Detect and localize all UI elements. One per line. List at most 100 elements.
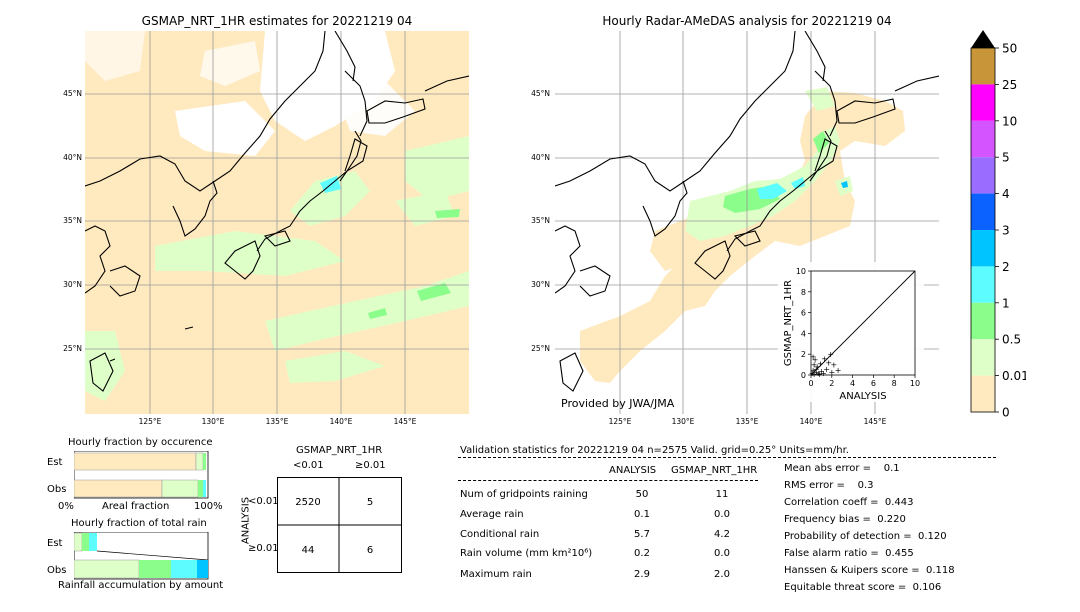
scatter-point: +	[828, 368, 835, 377]
colorbar-label: 5	[1002, 151, 1010, 165]
total-rain-caption: Rainfall accumulation by amount	[58, 580, 224, 591]
scatter-xtick: 8	[892, 379, 897, 388]
scatter-point: +	[818, 367, 825, 376]
scatter-point: +	[816, 370, 823, 379]
scatter-point: +	[809, 369, 816, 378]
validation-col-gsmap: GSMAP_NRT_1HR	[671, 465, 758, 476]
validation-row-label: Average rain	[460, 509, 524, 520]
occurrence-est-bar	[195, 452, 204, 471]
scatter-xtick: 2	[829, 379, 834, 388]
validation-row-analysis: 5.7	[634, 529, 650, 540]
occurrence-axis-left: 0%	[58, 501, 74, 512]
score-line: Frequency bias = 0.220	[784, 514, 906, 525]
scatter-point: +	[813, 365, 820, 374]
scatter-point: +	[820, 369, 827, 378]
scatter-point: +	[810, 352, 817, 361]
score-line: RMS error = 0.3	[784, 480, 874, 491]
colorbar-label: 0.5	[1002, 333, 1021, 347]
scatter-point: +	[827, 350, 834, 359]
colorbar-label: 3	[1002, 224, 1010, 238]
colorbar-label: 1	[1002, 296, 1010, 310]
right-map-title: Hourly Radar-AMeDAS analysis for 2022121…	[602, 14, 892, 28]
left-lon-label: 130°E	[201, 417, 225, 426]
scatter-point: +	[814, 363, 821, 372]
scatter-point: +	[812, 355, 819, 364]
scatter-point: +	[831, 361, 838, 370]
scatter-xtick: 0	[808, 379, 813, 388]
scatter-xtick: 4	[850, 379, 855, 388]
occurrence-obs-bar	[203, 480, 206, 497]
scatter-point: +	[825, 359, 832, 368]
score-line: Correlation coeff = 0.443	[784, 497, 914, 508]
colorbar-label: 0	[1002, 406, 1010, 420]
right-lat-label: 25°N	[531, 344, 550, 353]
scatter-ytick: 4	[801, 329, 806, 338]
occurrence-axis-mid: Areal fraction	[102, 501, 170, 512]
occurrence-est-bar	[74, 452, 197, 471]
left-map-title: GSMAP_NRT_1HR estimates for 20221219 04	[141, 14, 413, 28]
colorbar-box	[971, 193, 995, 230]
occurrence-obs-bar	[74, 479, 163, 498]
scatter-xtick: 10	[910, 379, 920, 388]
contingency-col-title: GSMAP_NRT_1HR	[296, 445, 383, 456]
total-rain-obs-bar	[139, 560, 171, 578]
occurrence-row-obs: Obs	[47, 484, 67, 495]
total-rain-est-bar	[89, 533, 97, 551]
scatter-point: +	[811, 361, 818, 370]
validation-header: Validation statistics for 20221219 04 n=…	[460, 445, 849, 456]
scatter-xtick: 6	[871, 379, 876, 388]
contingency-row-ge: ≥0.01	[248, 543, 279, 554]
scatter-point: +	[813, 368, 820, 377]
total-rain-est-bar	[82, 533, 89, 551]
validation-row-analysis: 0.2	[634, 548, 650, 559]
left-lat-label: 35°N	[63, 216, 82, 225]
total-rain-obs-bar	[197, 560, 208, 578]
left-lat-label: 30°N	[63, 280, 82, 289]
scatter-point: +	[823, 365, 830, 374]
right-lon-label: 145°E	[863, 417, 887, 426]
scatter-ytick: 10	[796, 267, 806, 276]
contingency-cell-c: 44	[302, 545, 315, 556]
one-to-one-line	[810, 270, 916, 376]
validation-row-label: Maximum rain	[460, 569, 532, 580]
right-lon-label: 140°E	[799, 417, 823, 426]
colorbar-label: 2	[1002, 260, 1010, 274]
colorbar-box	[971, 302, 995, 340]
left-lon-label: 125°E	[138, 417, 162, 426]
colorbar-label: 25	[1002, 78, 1017, 92]
contingency-cell-d: 6	[367, 545, 373, 556]
right-lat-label: 45°N	[531, 89, 550, 98]
occurrence-est-bar	[203, 453, 206, 470]
contingency-col-lt: <0.01	[293, 460, 324, 471]
validation-row-analysis: 50	[635, 489, 649, 500]
scatter-ytick: 2	[801, 350, 806, 359]
validation-divider	[458, 457, 996, 458]
total-rain-obs-bar	[74, 559, 140, 579]
total-rain-title: Hourly fraction of total rain	[71, 518, 207, 529]
occurrence-axis-right: 100%	[194, 501, 223, 512]
contingency-cell-b: 5	[367, 497, 373, 508]
score-line: False alarm ratio = 0.455	[784, 548, 914, 559]
colorbar-box	[971, 230, 995, 267]
colorbar-label: 4	[1002, 187, 1010, 201]
validation-divider	[458, 480, 758, 481]
score-line: Mean abs error = 0.1	[784, 463, 900, 474]
scatter-ytick: 8	[801, 288, 806, 297]
left-lat-label: 45°N	[63, 89, 82, 98]
contingency-grid: 2520 5 44 6	[277, 477, 402, 573]
scatter-point: +	[815, 369, 822, 378]
colorbar-box	[971, 48, 995, 85]
right-lat-label: 30°N	[531, 280, 550, 289]
right-lon-label: 130°E	[671, 417, 695, 426]
validation-row-gsmap: 0.0	[714, 509, 730, 520]
right-lon-label: 125°E	[608, 417, 632, 426]
validation-row-gsmap: 4.2	[714, 529, 730, 540]
credit-text: Provided by JWA/JMA	[561, 397, 675, 410]
validation-row-gsmap: 11	[715, 489, 729, 500]
left-lat-label: 40°N	[63, 153, 82, 162]
score-line: Probability of detection = 0.120	[784, 531, 947, 542]
colorbar-extend-arrow	[971, 30, 995, 48]
right-lat-label: 40°N	[531, 153, 550, 162]
colorbar-box	[971, 120, 995, 158]
